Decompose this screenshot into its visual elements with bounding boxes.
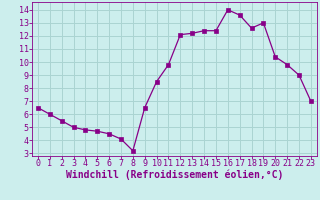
X-axis label: Windchill (Refroidissement éolien,°C): Windchill (Refroidissement éolien,°C): [66, 170, 283, 180]
